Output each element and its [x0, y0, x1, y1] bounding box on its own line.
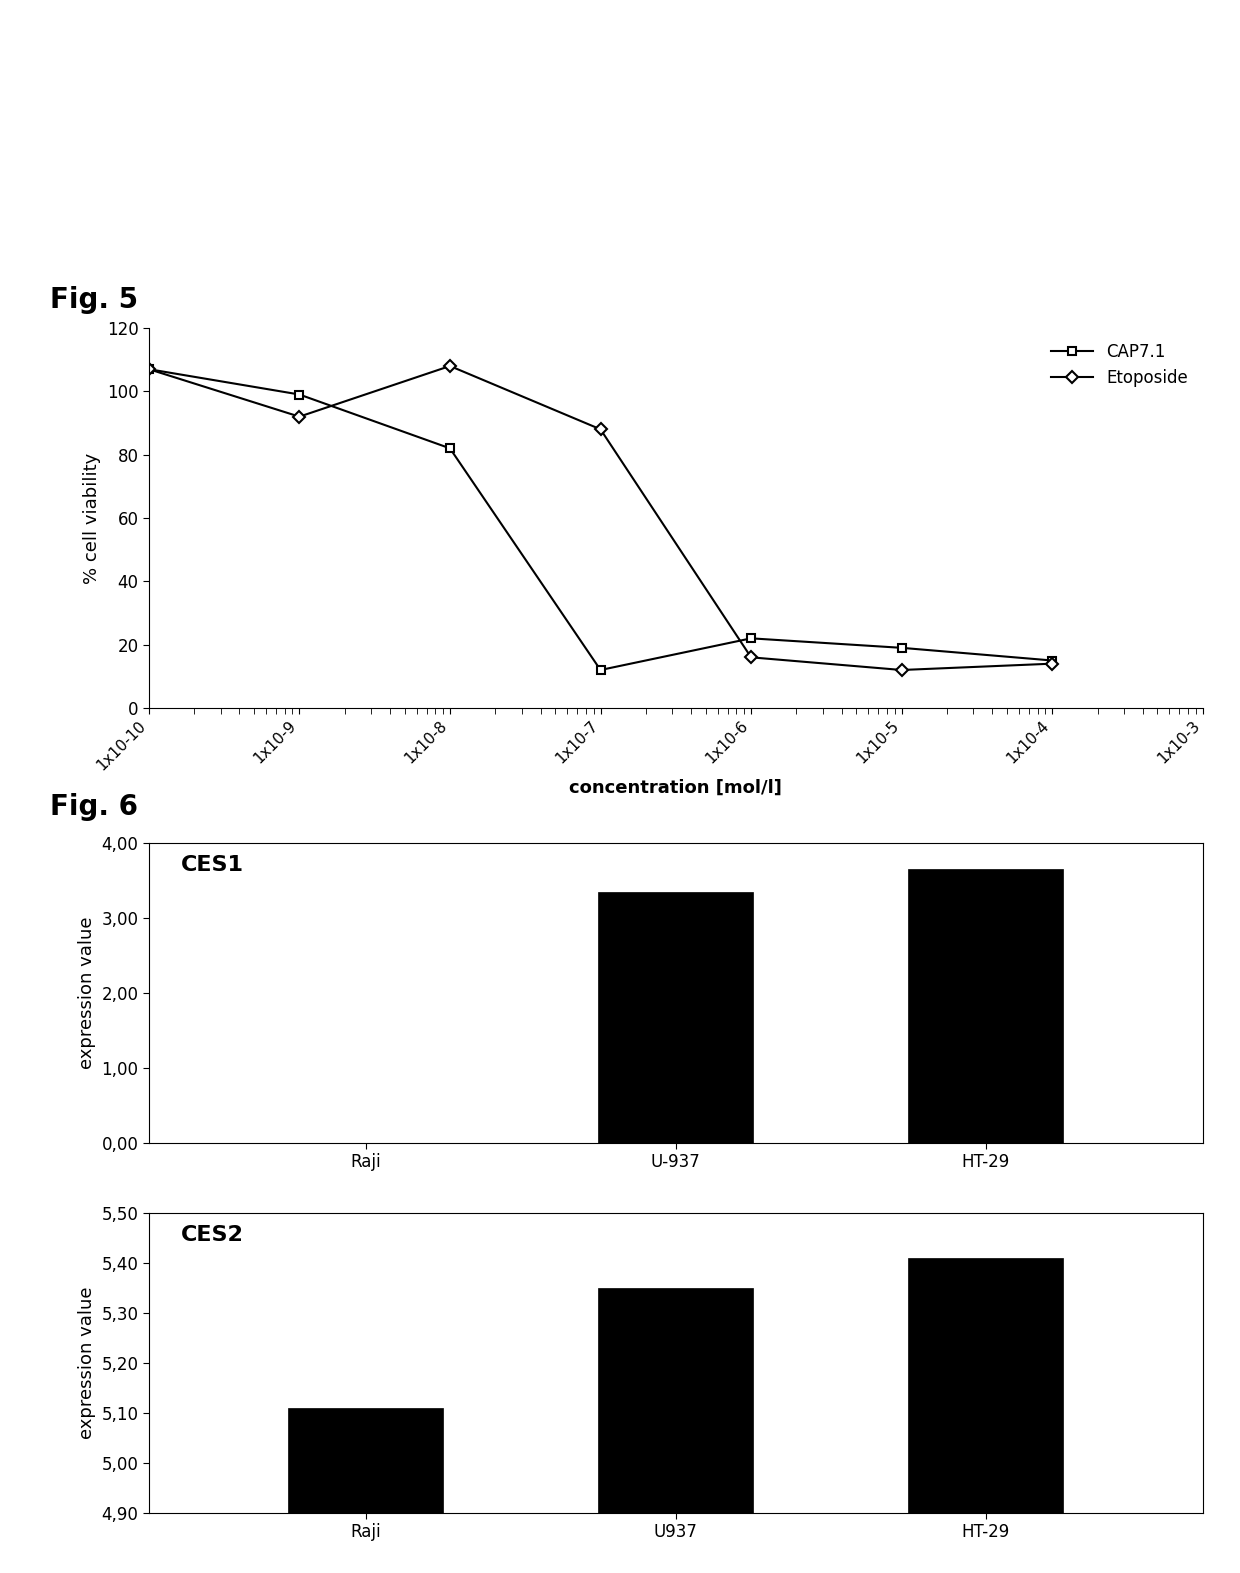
Etoposide [443, 357, 458, 376]
Etoposide [1045, 654, 1060, 673]
Text: Fig. 6: Fig. 6 [50, 793, 138, 821]
Line: CAP7.1: CAP7.1 [145, 365, 1056, 675]
X-axis label: concentration [mol/l]: concentration [mol/l] [569, 779, 782, 798]
Text: CES2: CES2 [181, 1225, 243, 1244]
Y-axis label: expression value: expression value [78, 917, 95, 1070]
Text: Fig. 5: Fig. 5 [50, 286, 138, 315]
Legend: CAP7.1, Etoposide: CAP7.1, Etoposide [1044, 337, 1194, 393]
Etoposide [593, 420, 608, 439]
Text: CES1: CES1 [181, 856, 243, 875]
Bar [598, 892, 753, 1144]
Etoposide [894, 661, 909, 680]
Bar [908, 870, 1063, 1144]
Y-axis label: expression value: expression value [78, 1287, 95, 1439]
Etoposide [141, 360, 156, 379]
CAP7.1 [141, 360, 156, 379]
CAP7.1 [443, 439, 458, 458]
Bar [288, 1408, 444, 1573]
Bar [598, 1288, 753, 1573]
Y-axis label: % cell viability: % cell viability [83, 453, 102, 584]
Bar [908, 1258, 1063, 1573]
Etoposide [291, 407, 306, 426]
CAP7.1 [894, 639, 909, 658]
CAP7.1 [291, 385, 306, 404]
CAP7.1 [1045, 651, 1060, 670]
CAP7.1 [593, 661, 608, 680]
CAP7.1 [744, 629, 759, 648]
Line: Etoposide: Etoposide [145, 362, 1056, 675]
Etoposide [744, 648, 759, 667]
